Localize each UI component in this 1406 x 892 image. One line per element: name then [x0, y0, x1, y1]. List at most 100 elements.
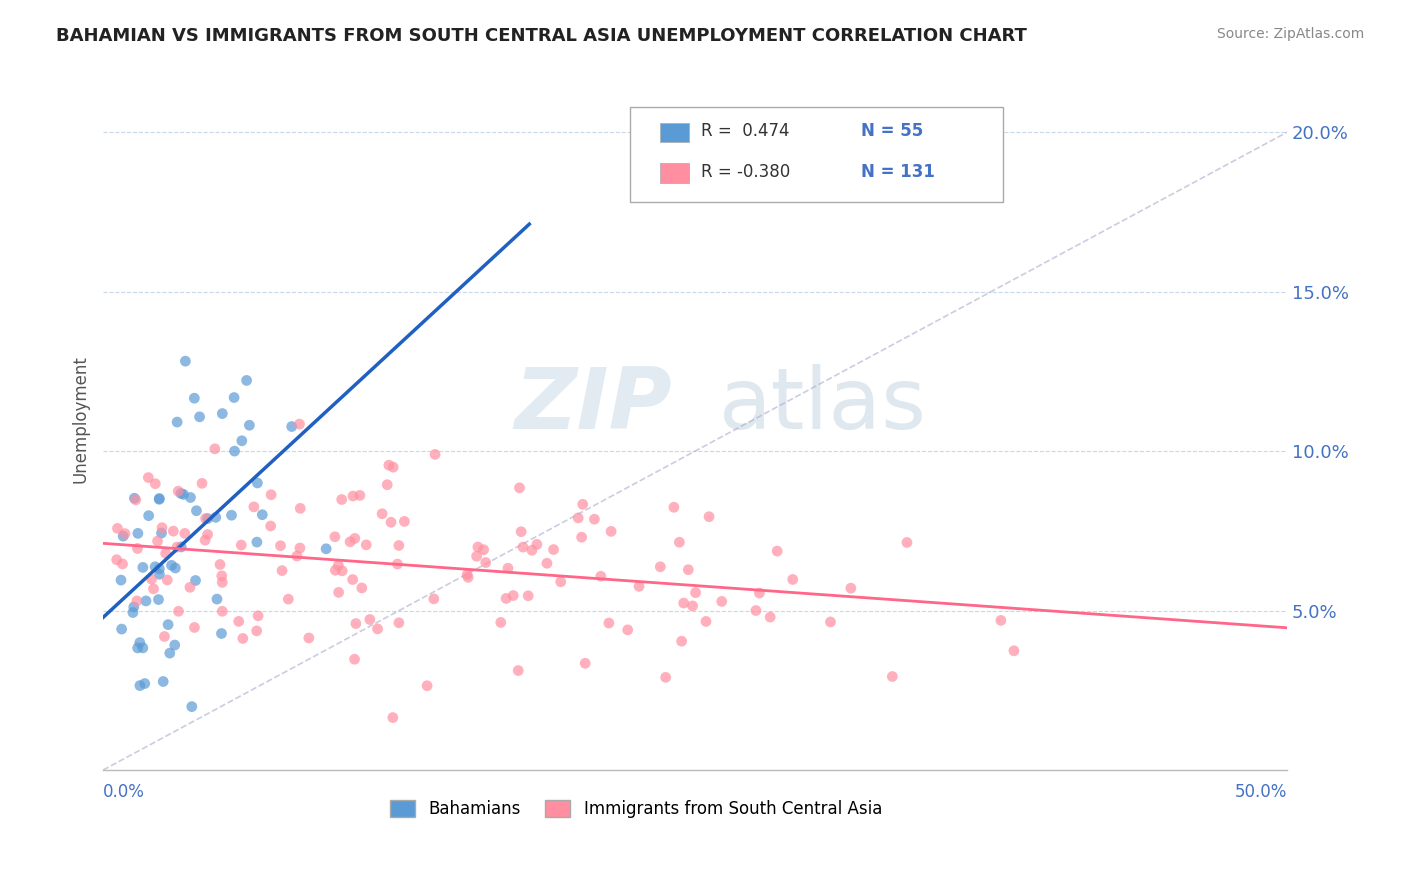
Point	[467, 540, 489, 554]
Text: 0.0%: 0.0%	[103, 782, 145, 801]
Point	[517, 589, 540, 603]
Point	[183, 620, 205, 634]
Point	[526, 537, 548, 551]
Point	[211, 407, 233, 421]
Point	[495, 591, 517, 606]
Bar	[659, 163, 689, 183]
Text: Source: ZipAtlas.com: Source: ZipAtlas.com	[1216, 27, 1364, 41]
Point	[343, 532, 366, 546]
Point	[194, 511, 217, 525]
Point	[381, 710, 404, 724]
Point	[315, 541, 337, 556]
Point	[354, 538, 377, 552]
Point	[600, 524, 623, 539]
Point	[378, 458, 401, 472]
Point	[662, 500, 685, 515]
Legend: Bahamians, Immigrants from South Central Asia: Bahamians, Immigrants from South Central…	[382, 793, 889, 825]
Point	[148, 492, 170, 507]
Point	[231, 538, 253, 552]
Point	[179, 491, 201, 505]
Text: BAHAMIAN VS IMMIGRANTS FROM SOUTH CENTRAL ASIA UNEMPLOYMENT CORRELATION CHART: BAHAMIAN VS IMMIGRANTS FROM SOUTH CENTRA…	[56, 27, 1028, 45]
Point	[782, 573, 804, 587]
Point	[536, 556, 558, 570]
Point	[132, 640, 155, 655]
Point	[191, 476, 214, 491]
Point	[162, 524, 184, 538]
Point	[277, 592, 299, 607]
Text: R = -0.380: R = -0.380	[702, 162, 790, 181]
Point	[142, 582, 165, 596]
FancyBboxPatch shape	[630, 107, 1002, 202]
Point	[156, 573, 179, 587]
Point	[510, 524, 533, 539]
Point	[211, 626, 233, 640]
Point	[339, 534, 361, 549]
Point	[748, 586, 770, 600]
Point	[323, 530, 346, 544]
Point	[328, 558, 350, 573]
Point	[288, 541, 311, 555]
Point	[160, 558, 183, 573]
Text: N = 55: N = 55	[860, 122, 922, 140]
Point	[349, 488, 371, 502]
Point	[194, 533, 217, 548]
Point	[820, 615, 842, 629]
Point	[252, 508, 274, 522]
Point	[288, 417, 311, 431]
Point	[166, 540, 188, 554]
Point	[550, 574, 572, 589]
Point	[512, 540, 534, 554]
Point	[571, 497, 593, 511]
Point	[235, 373, 257, 387]
Point	[678, 563, 700, 577]
Point	[685, 585, 707, 599]
Point	[211, 575, 233, 590]
Point	[186, 504, 208, 518]
Point	[152, 674, 174, 689]
Point	[457, 570, 479, 584]
Point	[174, 354, 197, 368]
Point	[342, 573, 364, 587]
Point	[330, 492, 353, 507]
Point	[388, 615, 411, 630]
Point	[180, 699, 202, 714]
Point	[197, 527, 219, 541]
Point	[489, 615, 512, 630]
Point	[166, 415, 188, 429]
Point	[654, 670, 676, 684]
Point	[128, 635, 150, 649]
Point	[122, 606, 145, 620]
Point	[598, 615, 620, 630]
Point	[271, 564, 294, 578]
Point	[221, 508, 243, 523]
Point	[170, 540, 193, 554]
Point	[112, 529, 135, 543]
Point	[107, 521, 129, 535]
Point	[150, 526, 173, 541]
Point	[280, 419, 302, 434]
Point	[129, 679, 152, 693]
Point	[650, 559, 672, 574]
Point	[380, 515, 402, 529]
Point	[882, 669, 904, 683]
Point	[204, 510, 226, 524]
Point	[136, 470, 159, 484]
Point	[990, 613, 1012, 627]
Point	[520, 543, 543, 558]
Point	[325, 563, 347, 577]
Point	[208, 558, 231, 572]
Point	[695, 615, 717, 629]
Point	[148, 592, 170, 607]
Point	[387, 557, 409, 571]
Point	[574, 657, 596, 671]
Point	[205, 592, 228, 607]
Point	[759, 610, 782, 624]
Point	[211, 569, 233, 583]
Point	[571, 530, 593, 544]
Point	[496, 561, 519, 575]
Text: 50.0%: 50.0%	[1234, 782, 1286, 801]
Point	[697, 509, 720, 524]
Point	[246, 624, 269, 638]
Bar	[659, 122, 689, 142]
Point	[231, 434, 253, 448]
